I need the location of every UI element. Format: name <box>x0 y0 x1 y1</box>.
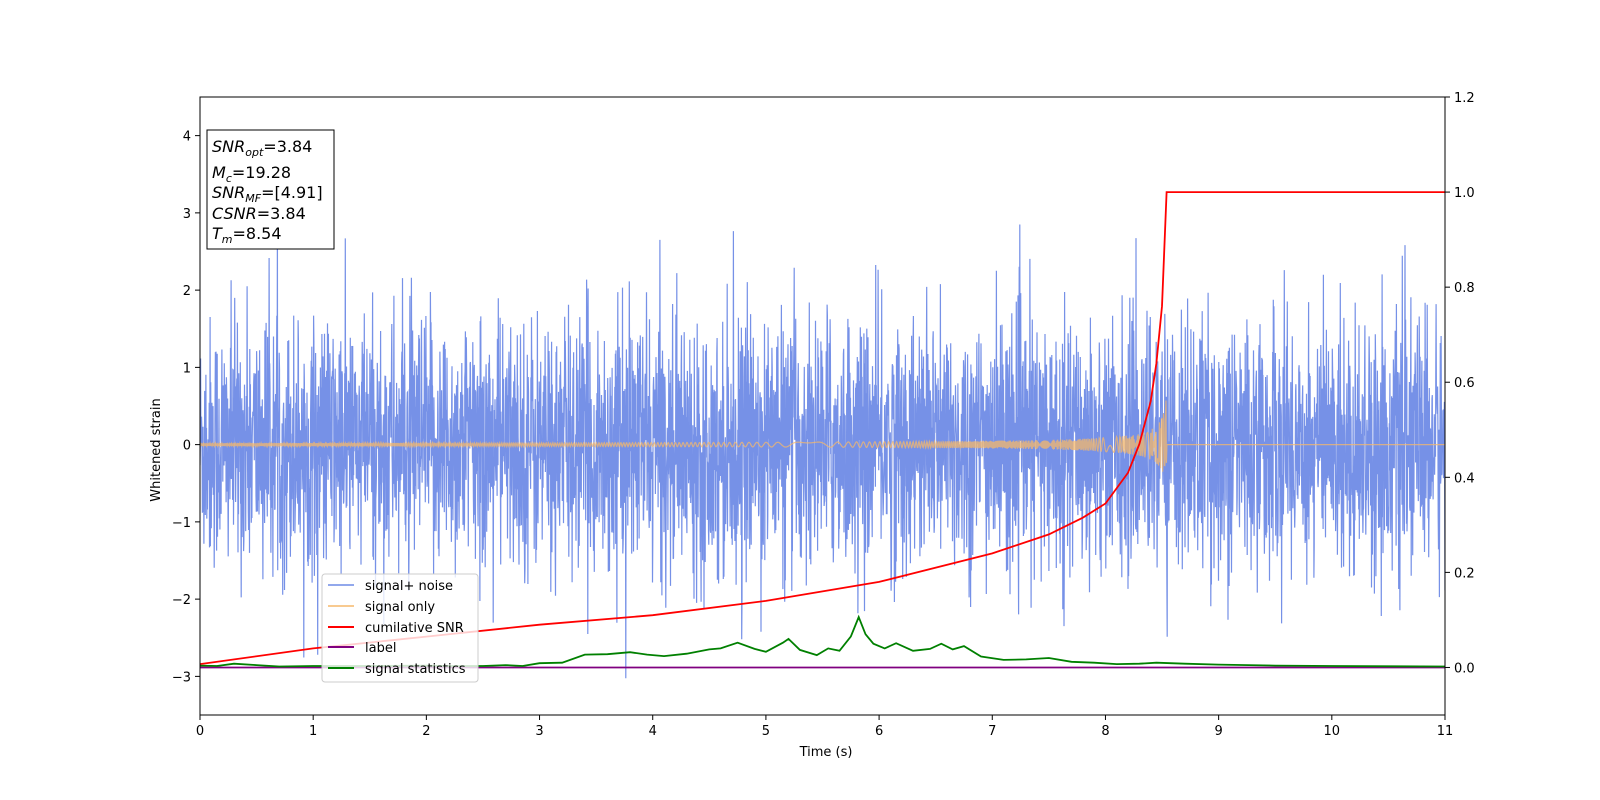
stats-box-frame <box>206 129 335 250</box>
stats-value: =3.84 <box>257 204 306 223</box>
series-signal-only <box>200 400 1445 472</box>
series-signal-statistics <box>200 614 1445 668</box>
stats-subscript: c <box>226 172 232 185</box>
stats-symbol: T <box>212 224 223 243</box>
axes-frame <box>199 96 1446 716</box>
stats-subscript: m <box>222 233 233 246</box>
stats-value: =19.28 <box>232 163 291 182</box>
stats-line: SNRopt=3.84 <box>212 137 312 159</box>
x-tick-label: 3 <box>535 724 543 739</box>
stats-value: =[4.91] <box>261 183 323 202</box>
stats-subscript: opt <box>245 146 264 159</box>
y-axis-label: Whitened strain <box>149 398 164 501</box>
y2-tick-label: 1.0 <box>1454 186 1475 201</box>
series-signal-noise <box>200 224 1445 679</box>
y-tick-label: −2 <box>172 593 191 608</box>
y2-tick-label: 0.4 <box>1454 471 1475 486</box>
y2-tick-label: 0.6 <box>1454 376 1475 391</box>
stats-value: =3.84 <box>263 137 312 156</box>
stats-symbol: SNR <box>212 183 245 202</box>
stats-line: SNRMF=[4.91] <box>212 183 323 205</box>
axes: 0 1 2 3 4 5 6 7 8 9 10 11 −3 −2 −1 0 1 2 3 4 0.0 0.2 0.4 0.6 0.8… <box>172 91 1475 739</box>
x-tick-label: 1 <box>309 724 317 739</box>
y-tick-label: 3 <box>183 207 191 222</box>
y-tick-label: 4 <box>183 130 191 145</box>
y2-tick-label: 0.0 <box>1454 661 1475 676</box>
stats-box: SNRopt=3.84Mc=19.28SNRMF=[4.91]CSNR=3.84… <box>206 129 335 250</box>
stats-symbol: CSNR <box>212 204 257 223</box>
y2-tick-label: 1.2 <box>1454 91 1475 106</box>
y-tick-label: 0 <box>183 439 191 454</box>
legend-label: cumilative SNR <box>365 621 464 636</box>
stats-symbol: M <box>212 163 226 182</box>
stats-subscript: MF <box>245 192 261 205</box>
y2-tick-label: 0.2 <box>1454 566 1475 581</box>
x-tick-label: 7 <box>988 724 996 739</box>
stats-value: =8.54 <box>233 224 282 243</box>
series-cumilative-snr <box>200 191 1445 665</box>
stats-line: CSNR=3.84 <box>212 204 306 223</box>
legend-label: signal statistics <box>365 662 466 677</box>
legend-label: signal only <box>365 600 435 615</box>
legend-label: signal+ noise <box>365 579 453 594</box>
y-tick-label: 2 <box>183 284 191 299</box>
x-tick-label: 8 <box>1101 724 1109 739</box>
stats-symbol: SNR <box>212 137 245 156</box>
x-axis-label: Time (s) <box>799 745 853 760</box>
legend-frame <box>321 573 479 683</box>
y-tick-label: −3 <box>172 670 191 685</box>
y-tick-label: 1 <box>183 361 191 376</box>
stats-line: Mc=19.28 <box>212 163 291 185</box>
stats-line: Tm=8.54 <box>212 224 282 246</box>
x-tick-label: 11 <box>1437 724 1454 739</box>
x-tick-label: 6 <box>875 724 883 739</box>
y-tick-label: −1 <box>172 516 191 531</box>
y2-tick-label: 0.8 <box>1454 281 1475 296</box>
legend: signal+ noise signal only cumilative SNR la… <box>321 573 479 683</box>
x-tick-label: 9 <box>1214 724 1222 739</box>
x-tick-label: 5 <box>762 724 770 739</box>
x-tick-label: 2 <box>422 724 430 739</box>
x-tick-label: 10 <box>1324 724 1341 739</box>
legend-label: label <box>365 641 396 656</box>
x-tick-label: 0 <box>196 724 204 739</box>
x-tick-label: 4 <box>649 724 657 739</box>
